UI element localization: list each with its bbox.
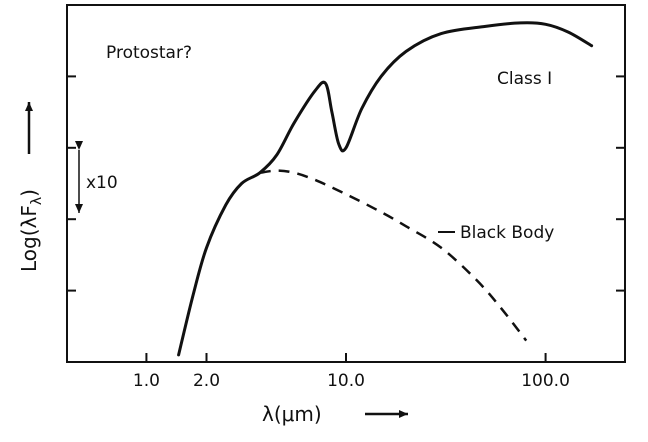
x-axis-title: λ(μm) (262, 402, 408, 426)
class-i-curve (177, 21, 594, 357)
y-axis-title-close: ) (17, 189, 41, 197)
y-axis-title: Log(λFλ) (17, 102, 45, 272)
y-axis-ticks (67, 75, 625, 292)
annotation-x10: x10 (86, 173, 118, 193)
black-body-curve (259, 169, 528, 342)
annotation-protostar: Protostar? (106, 43, 192, 63)
y-axis-title-sub: λ (29, 197, 45, 205)
y-axis-title-main: Log(λF (17, 205, 41, 272)
svg-text:Log(λFλ): Log(λFλ) (17, 189, 45, 272)
x-tick-label-2: 10.0 (327, 371, 365, 391)
x-axis-ticks: 1.0 2.0 10.0 100.0 (133, 353, 570, 391)
svg-text:λ(μm): λ(μm) (262, 402, 322, 426)
x-tick-label-1: 2.0 (193, 371, 220, 391)
x-tick-label-0: 1.0 (133, 371, 160, 391)
annotation-class-i: Class I (497, 69, 552, 89)
annotation-black-body: Black Body (460, 223, 554, 243)
x-tick-label-3: 100.0 (521, 371, 570, 391)
